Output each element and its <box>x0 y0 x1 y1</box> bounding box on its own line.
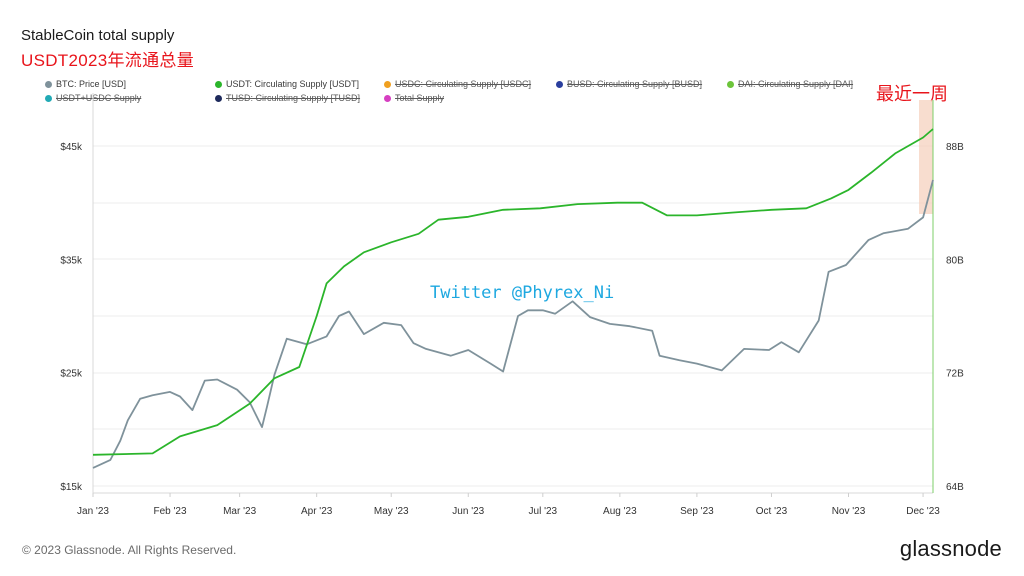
left-tick-label: $35k <box>60 255 83 266</box>
legend-item-btc-price[interactable]: BTC: Price [USD] <box>45 79 126 89</box>
x-tick-label: Nov '23 <box>832 506 866 517</box>
x-tick-label: Jul '23 <box>529 506 558 517</box>
legend-dot-icon <box>384 94 391 102</box>
left-tick-label: $25k <box>60 369 83 380</box>
legend-item-usdt-supply[interactable]: USDT: Circulating Supply [USDT] <box>215 79 359 89</box>
legend-item-usdc-supply[interactable]: USDC: Circulating Supply [USDC] <box>384 79 531 89</box>
legend-label: USDT: Circulating Supply [USDT] <box>226 79 360 89</box>
x-tick-label: May '23 <box>374 506 409 517</box>
legend-dot-icon <box>45 80 52 88</box>
legend-dot-icon <box>45 94 52 102</box>
legend-label: Total Supply <box>395 93 445 103</box>
chart-subtitle: USDT2023年流通总量 <box>21 51 194 70</box>
legend-label: DAI: Circulating Supply [DAI] <box>738 79 854 89</box>
right-tick-label: 88B <box>946 142 964 153</box>
x-tick-label: Aug '23 <box>603 506 637 517</box>
right-axis-ticks: 64B 72B 80B 88B <box>946 142 964 493</box>
copyright-text: © 2023 Glassnode. All Rights Reserved. <box>22 543 237 557</box>
btc-price-line <box>92 179 934 469</box>
brand-logo: glassnode <box>899 536 1002 561</box>
legend-dot-icon <box>727 80 734 88</box>
left-axis-ticks: $15k $25k $35k $45k <box>60 142 83 493</box>
legend-dot-icon <box>384 80 391 88</box>
series-group <box>92 128 934 469</box>
legend-dot-icon <box>215 94 222 102</box>
legend-dot-icon <box>215 80 222 88</box>
legend-label: BUSD: Circulating Supply [BUSD] <box>567 79 703 89</box>
legend-item-busd-supply[interactable]: BUSD: Circulating Supply [BUSD] <box>556 79 702 89</box>
watermark-text: Twitter @Phyrex_Ni <box>430 283 615 303</box>
right-tick-label: 72B <box>946 369 964 380</box>
legend-item-total-supply[interactable]: Total Supply <box>384 93 444 103</box>
x-tick-label: Jun '23 <box>452 506 484 517</box>
left-tick-label: $15k <box>60 482 83 493</box>
usdt-supply-line <box>92 128 934 456</box>
legend-item-tusd-supply[interactable]: TUSD: Circulating Supply [TUSD] <box>215 93 360 103</box>
legend-label: TUSD: Circulating Supply [TUSD] <box>226 93 361 103</box>
x-tick-label: Jan '23 <box>77 506 109 517</box>
x-axis-ticks: Jan '23 Feb '23 Mar '23 Apr '23 May '23 Jun '… <box>77 493 940 517</box>
x-tick-label: Oct '23 <box>756 506 788 517</box>
grid-lines <box>92 93 933 494</box>
right-tick-label: 64B <box>946 482 964 493</box>
left-tick-label: $45k <box>60 142 83 153</box>
legend-dot-icon <box>556 80 563 88</box>
recent-week-annotation: 最近一周 <box>876 84 948 104</box>
recent-week-highlight <box>919 100 933 214</box>
x-tick-label: Dec '23 <box>906 506 940 517</box>
legend-label: BTC: Price [USD] <box>56 79 127 89</box>
x-tick-label: Apr '23 <box>301 506 333 517</box>
legend-item-dai-supply[interactable]: DAI: Circulating Supply [DAI] <box>727 79 853 89</box>
chart-legend: BTC: Price [USD] USDT: Circulating Suppl… <box>45 79 945 109</box>
right-tick-label: 80B <box>946 255 964 266</box>
legend-label: USDC: Circulating Supply [USDC] <box>395 79 532 89</box>
x-tick-label: Mar '23 <box>223 506 256 517</box>
legend-item-usdt-usdc-supply[interactable]: USDT+USDC Supply <box>45 93 141 103</box>
legend-label: USDT+USDC Supply <box>56 93 142 103</box>
x-tick-label: Sep '23 <box>680 506 714 517</box>
x-tick-label: Feb '23 <box>154 506 187 517</box>
chart-title: StableCoin total supply <box>21 27 175 44</box>
